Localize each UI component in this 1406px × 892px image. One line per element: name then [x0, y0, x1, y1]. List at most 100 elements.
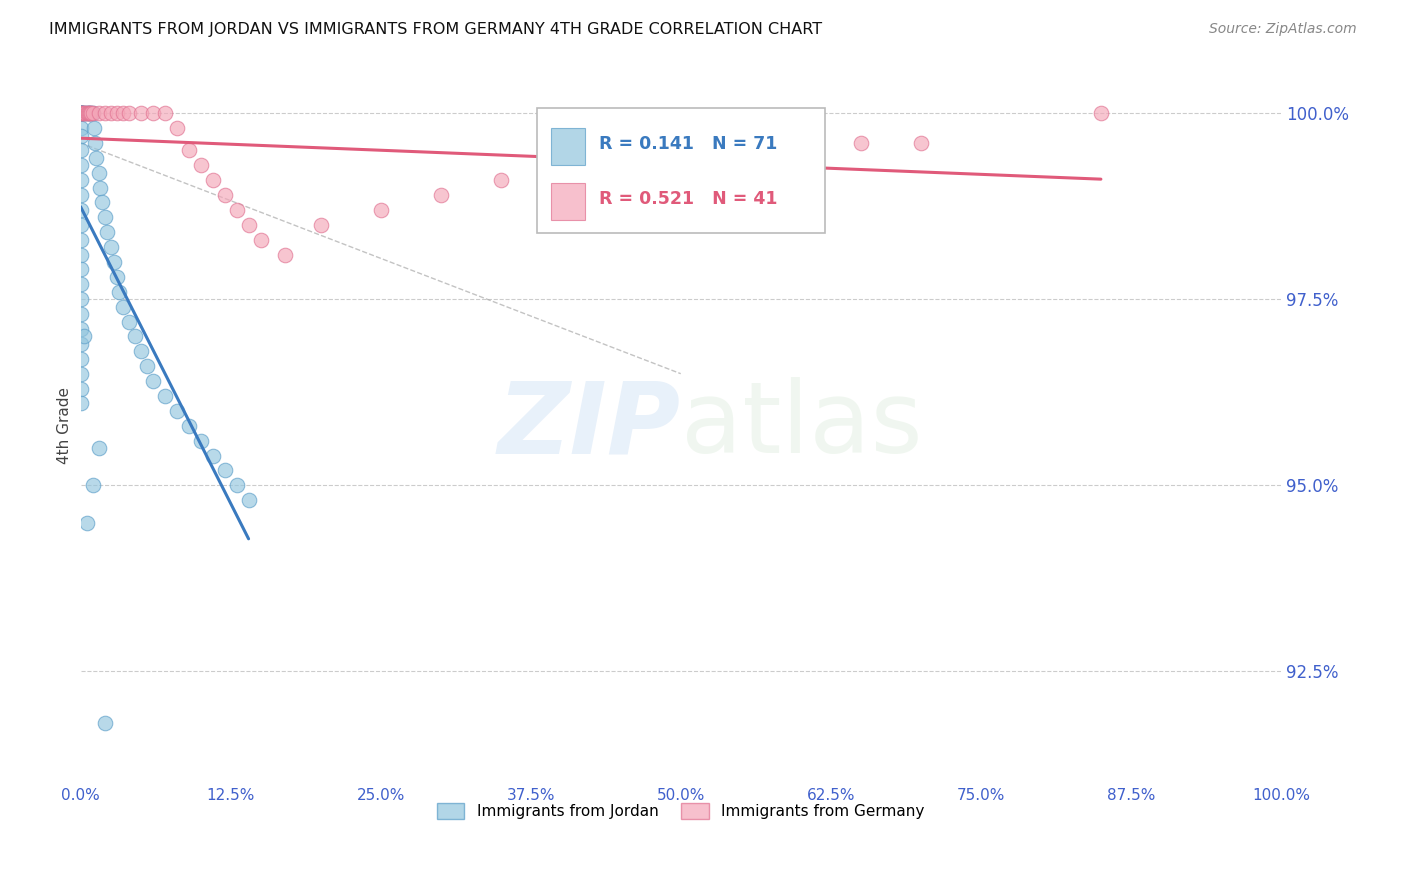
Point [69, 106, 91, 120]
Point [141, 374, 163, 388]
Point [87, 441, 110, 455]
Point [82, 106, 104, 120]
Y-axis label: 4th Grade: 4th Grade [58, 387, 72, 464]
Text: IMMIGRANTS FROM JORDAN VS IMMIGRANTS FROM GERMANY 4TH GRADE CORRELATION CHART: IMMIGRANTS FROM JORDAN VS IMMIGRANTS FRO… [49, 22, 823, 37]
Point [69, 292, 91, 306]
Point [70, 382, 93, 396]
Point [730, 144, 752, 158]
Point [93, 211, 115, 225]
Point [70, 262, 93, 277]
Point [108, 285, 131, 299]
Point [69, 247, 91, 261]
Point [910, 136, 932, 150]
Point [117, 106, 139, 120]
Point [69, 396, 91, 410]
Point [135, 359, 157, 374]
Point [166, 121, 188, 136]
Point [103, 255, 125, 269]
Point [309, 218, 332, 232]
Point [70, 307, 93, 321]
Point [225, 202, 247, 217]
Point [790, 144, 813, 158]
Point [69, 173, 91, 187]
Legend: Immigrants from Jordan, Immigrants from Germany: Immigrants from Jordan, Immigrants from … [430, 797, 931, 825]
Point [105, 106, 128, 120]
Point [69, 277, 91, 292]
Point [141, 106, 163, 120]
Point [70, 106, 93, 120]
Point [72, 106, 94, 120]
Point [117, 315, 139, 329]
Point [77, 106, 100, 120]
Point [72, 106, 94, 120]
Point [70, 106, 93, 120]
Point [238, 493, 260, 508]
Point [849, 136, 872, 150]
Point [70, 322, 93, 336]
Point [429, 188, 451, 202]
Point [70, 106, 93, 120]
Point [105, 269, 128, 284]
Point [201, 449, 224, 463]
Point [166, 404, 188, 418]
Point [273, 247, 295, 261]
Point [70, 106, 93, 120]
Point [550, 166, 572, 180]
Point [79, 106, 101, 120]
Point [69, 202, 91, 217]
Point [69, 351, 91, 366]
Point [70, 367, 93, 381]
Point [214, 463, 236, 477]
Bar [551, 183, 585, 220]
Point [73, 329, 96, 343]
Point [70, 106, 93, 120]
Point [190, 158, 212, 172]
Point [214, 188, 236, 202]
Point [129, 106, 152, 120]
Point [1090, 106, 1112, 120]
Point [177, 144, 200, 158]
Point [153, 389, 176, 403]
Point [79, 106, 101, 120]
Text: Source: ZipAtlas.com: Source: ZipAtlas.com [1209, 22, 1357, 37]
Point [76, 106, 98, 120]
Text: ZIP: ZIP [498, 377, 681, 475]
Point [87, 106, 110, 120]
Point [76, 516, 98, 530]
Point [69, 188, 91, 202]
Point [76, 106, 98, 120]
Point [80, 106, 103, 120]
Point [70, 106, 93, 120]
Point [100, 240, 122, 254]
Point [609, 158, 631, 172]
Point [84, 151, 107, 165]
Point [249, 233, 271, 247]
Point [87, 166, 110, 180]
Point [177, 418, 200, 433]
Point [489, 173, 512, 187]
Point [190, 434, 212, 448]
Point [73, 106, 96, 120]
Point [201, 173, 224, 187]
Point [77, 106, 100, 120]
Point [225, 478, 247, 492]
FancyBboxPatch shape [537, 108, 825, 233]
Point [70, 337, 93, 351]
Point [93, 106, 115, 120]
Point [70, 128, 93, 143]
Point [69, 121, 91, 136]
Point [70, 144, 93, 158]
Point [100, 106, 122, 120]
Point [96, 225, 118, 239]
Point [70, 106, 93, 120]
Point [82, 106, 104, 120]
Point [370, 202, 392, 217]
Point [69, 106, 91, 120]
Text: atlas: atlas [681, 377, 922, 475]
Point [129, 344, 152, 359]
Point [83, 121, 105, 136]
Point [76, 106, 98, 120]
Point [73, 106, 96, 120]
Point [75, 106, 97, 120]
Point [82, 478, 104, 492]
